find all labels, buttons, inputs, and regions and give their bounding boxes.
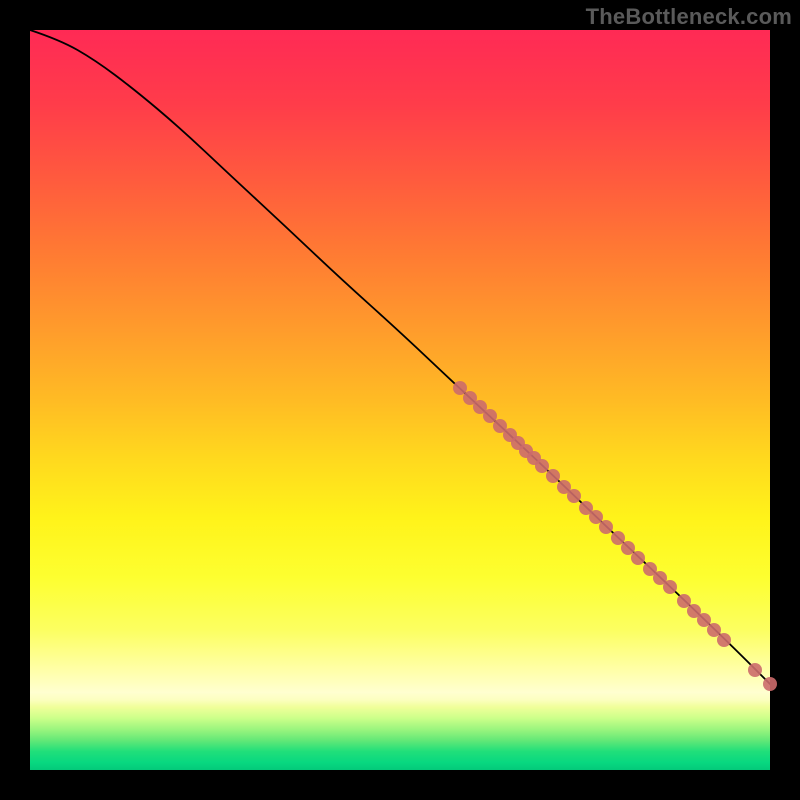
data-marker	[535, 459, 549, 473]
data-marker	[717, 633, 731, 647]
data-marker	[677, 594, 691, 608]
data-marker	[663, 580, 677, 594]
data-marker	[546, 469, 560, 483]
data-marker	[483, 409, 497, 423]
data-marker	[589, 510, 603, 524]
stage: TheBottleneck.com	[0, 0, 800, 800]
data-marker	[599, 520, 613, 534]
data-marker	[763, 677, 777, 691]
data-marker	[621, 541, 635, 555]
data-marker	[611, 531, 625, 545]
data-marker	[707, 623, 721, 637]
data-marker	[697, 613, 711, 627]
data-marker	[631, 551, 645, 565]
plot-svg	[0, 0, 800, 800]
data-marker	[453, 381, 467, 395]
data-marker	[748, 663, 762, 677]
watermark-text: TheBottleneck.com	[586, 4, 792, 30]
data-marker	[567, 489, 581, 503]
gradient-bg	[30, 30, 770, 770]
